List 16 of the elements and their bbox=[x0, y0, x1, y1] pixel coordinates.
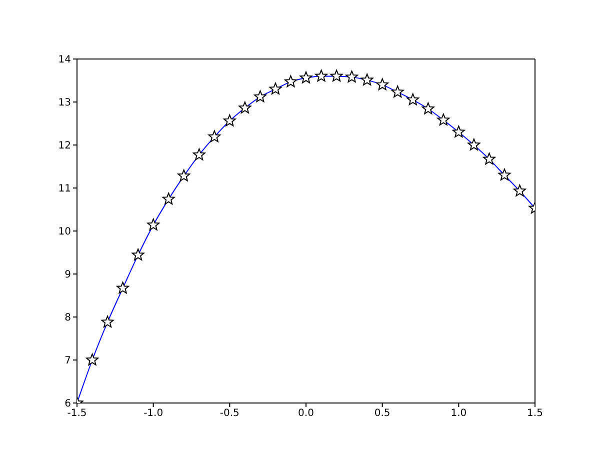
x-tick-label: 0.0 bbox=[298, 408, 314, 420]
y-tick-label: 10 bbox=[58, 226, 71, 238]
x-tick-label: -0.5 bbox=[220, 408, 240, 420]
y-tick-label: 12 bbox=[58, 140, 71, 152]
y-tick-label: 7 bbox=[64, 356, 71, 367]
y-tick-label: 14 bbox=[58, 54, 71, 66]
y-tick-label: 9 bbox=[64, 270, 71, 281]
x-tick-label: -1.0 bbox=[144, 408, 164, 420]
x-tick-label: 0.5 bbox=[374, 408, 390, 420]
y-tick-label: 6 bbox=[64, 398, 71, 410]
y-tick-label: 11 bbox=[58, 184, 71, 195]
x-tick-label: -1.5 bbox=[67, 408, 87, 420]
y-tick-label: 8 bbox=[64, 312, 71, 324]
x-tick-label: 1.0 bbox=[450, 408, 467, 420]
x-tick-label: 1.5 bbox=[527, 408, 543, 420]
y-tick-label: 13 bbox=[58, 98, 71, 109]
